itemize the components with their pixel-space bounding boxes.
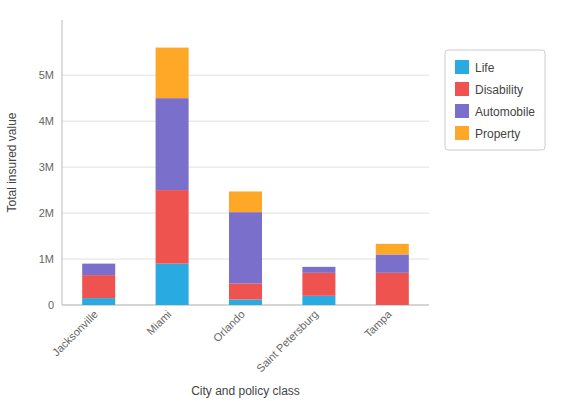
bar-segment [82, 298, 115, 305]
series-bars [156, 48, 409, 255]
legend-swatch [455, 104, 469, 118]
y-tick-label: 2M [39, 207, 54, 219]
x-tick-label: Saint Petersburg [254, 308, 320, 374]
grid-line [62, 75, 429, 76]
bar-segment [302, 273, 335, 296]
x-tick-label: Miami [144, 308, 173, 337]
chart-container: 0 1M 2M 3M 4M 5M Jacksonville Miami OrlandoSaint… [0, 0, 567, 401]
bar-segment [376, 254, 409, 272]
legend-swatch [455, 60, 469, 74]
y-tick-label: 3M [39, 161, 54, 173]
series-bars [82, 190, 409, 305]
y-axis: 0 1M 2M 3M 4M 5M [39, 20, 429, 311]
legend-label: Disability [475, 83, 523, 97]
y-tick-label: 1M [39, 253, 54, 265]
chart-svg: 0 1M 2M 3M 4M 5M Jacksonville Miami OrlandoSaint… [0, 0, 567, 401]
bar-segment [82, 264, 115, 275]
grid-line [62, 167, 429, 168]
legend-box [445, 50, 545, 150]
legend-swatch [455, 126, 469, 140]
x-axis: Jacksonville Miami OrlandoSaint Petersburg… [50, 307, 395, 374]
y-tick-label: 5M [39, 69, 54, 81]
bar-segment [82, 275, 115, 298]
x-tick-label: Orlando [211, 308, 247, 344]
bar-segment [82, 263, 115, 264]
bar-segment [376, 273, 409, 305]
bar-segment [376, 244, 409, 255]
bar-segment [302, 267, 335, 273]
y-tick-label: 4M [39, 115, 54, 127]
grid-line [62, 121, 429, 122]
legend-label: Life [475, 61, 495, 75]
bar-segment [156, 98, 189, 190]
bar-segment [156, 264, 189, 305]
bar-segment [229, 283, 262, 299]
bar-segment [302, 266, 335, 267]
bar-segment [302, 296, 335, 305]
series-bars [82, 264, 335, 305]
bar-segment [229, 212, 262, 283]
x-axis-label: City and policy class [191, 384, 300, 398]
x-tick-label: Jacksonville [50, 308, 100, 358]
grid [62, 75, 429, 305]
bar-segment [229, 299, 262, 305]
legend-swatch [455, 82, 469, 96]
y-axis-line [62, 20, 63, 305]
legend-label: Property [475, 127, 520, 141]
bar-segment [229, 191, 262, 212]
series-bars [82, 98, 409, 283]
bars [82, 48, 409, 305]
y-tick-label: 0 [48, 299, 54, 311]
bar-segment [156, 190, 189, 264]
x-tick-label: Tampa [362, 307, 394, 339]
y-axis-label: Total insured value [5, 112, 19, 212]
legend: Life Disability Automobile Property [445, 50, 545, 150]
legend-label: Automobile [475, 105, 535, 119]
bar-segment [156, 48, 189, 99]
